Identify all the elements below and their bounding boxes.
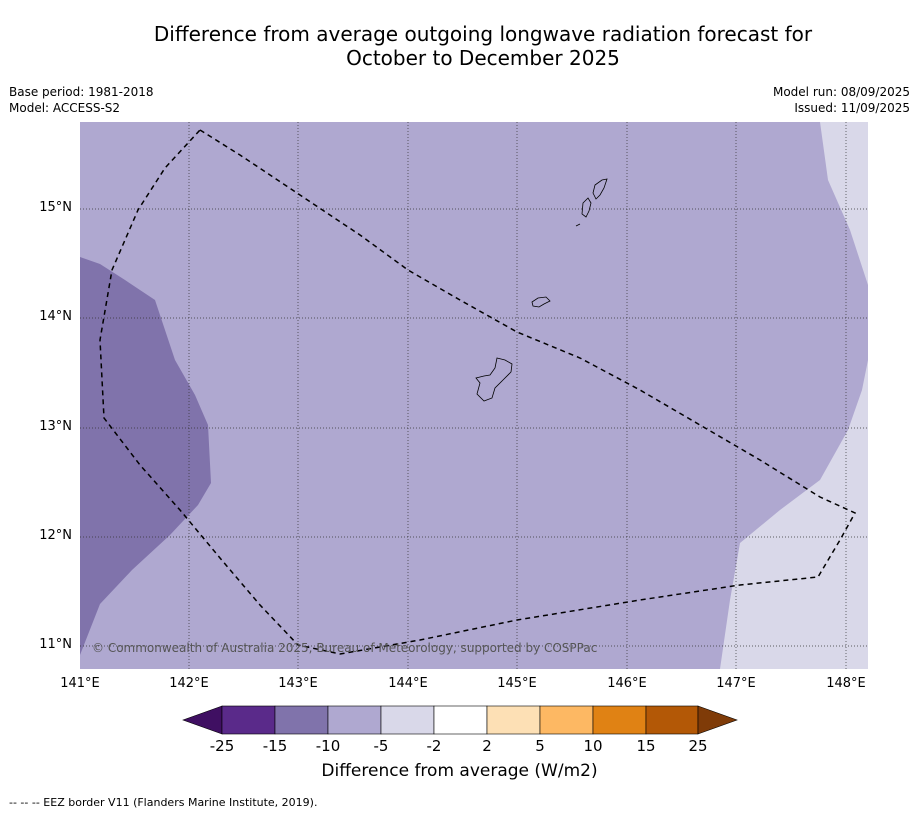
map-title-line2: October to December 2025 bbox=[346, 46, 620, 70]
colorbar-tick: -10 bbox=[315, 737, 341, 755]
lat-label: 15°N bbox=[39, 200, 72, 215]
lat-label: 12°N bbox=[39, 528, 72, 543]
colorbar-bin bbox=[539, 705, 594, 735]
colorbar-bin bbox=[645, 705, 699, 735]
base-period: Base period: 1981-2018 bbox=[9, 85, 154, 99]
lon-label: 141°E bbox=[60, 676, 100, 691]
colorbar-tick: 15 bbox=[636, 737, 656, 755]
meta-left: Base period: 1981-2018 Model: ACCESS-S2 bbox=[9, 84, 154, 116]
model-run: Model run: 08/09/2025 bbox=[772, 85, 910, 99]
tinian-island bbox=[581, 197, 592, 218]
colorbar-bin bbox=[221, 705, 276, 735]
issued-date: Issued: 11/09/2025 bbox=[794, 101, 910, 115]
lat-label: 11°N bbox=[39, 637, 72, 652]
eez-footnote: -- -- -- EEZ border V11 (Flanders Marine… bbox=[9, 796, 318, 809]
colorbar-tick: 10 bbox=[583, 737, 603, 755]
colorbar-tick: 5 bbox=[535, 737, 545, 755]
colorbar-tick: 25 bbox=[688, 737, 708, 755]
colorbar-bin bbox=[486, 705, 541, 735]
rota-island bbox=[531, 296, 551, 308]
colorbar-tick: -5 bbox=[373, 737, 389, 755]
colorbar-bin bbox=[274, 705, 329, 735]
colorbar-tick: -15 bbox=[262, 737, 288, 755]
colorbar-tick: 2 bbox=[482, 737, 492, 755]
saipan-island bbox=[592, 178, 608, 200]
colorbar-bin bbox=[592, 705, 647, 735]
lon-label: 146°E bbox=[607, 676, 647, 691]
colorbar-tick: -25 bbox=[209, 737, 235, 755]
lon-label: 148°E bbox=[826, 676, 866, 691]
lon-label: 147°E bbox=[716, 676, 756, 691]
map-title-line1: Difference from average outgoing longwav… bbox=[153, 22, 813, 46]
lon-label: 143°E bbox=[278, 676, 318, 691]
lon-label: 144°E bbox=[388, 676, 428, 691]
colorbar-bin bbox=[433, 705, 488, 735]
lat-label: 14°N bbox=[39, 309, 72, 324]
colorbar-extend-high bbox=[697, 705, 738, 735]
anomaly-band-light bbox=[720, 122, 868, 669]
colorbar bbox=[182, 705, 738, 735]
gridlines bbox=[80, 122, 868, 669]
lon-label: 142°E bbox=[169, 676, 209, 691]
colorbar-bin bbox=[327, 705, 382, 735]
aguijan-island bbox=[575, 223, 581, 227]
lon-label: 145°E bbox=[497, 676, 537, 691]
map-title: Difference from average outgoing longwav… bbox=[0, 22, 919, 70]
colorbar-title: Difference from average (W/m2) bbox=[321, 761, 598, 781]
lat-label: 13°N bbox=[39, 419, 72, 434]
colorbar-extend-low bbox=[182, 705, 223, 735]
colorbar-tick: -2 bbox=[426, 737, 442, 755]
anomaly-band-dark bbox=[80, 257, 211, 655]
guam-island bbox=[475, 357, 513, 402]
meta-right: Model run: 08/09/2025 Issued: 11/09/2025 bbox=[773, 84, 910, 116]
copyright-text: © Commonwealth of Australia 2025, Bureau… bbox=[92, 641, 598, 655]
eez-border bbox=[99, 129, 857, 655]
model-name: Model: ACCESS-S2 bbox=[9, 101, 121, 115]
colorbar-bin bbox=[380, 705, 435, 735]
